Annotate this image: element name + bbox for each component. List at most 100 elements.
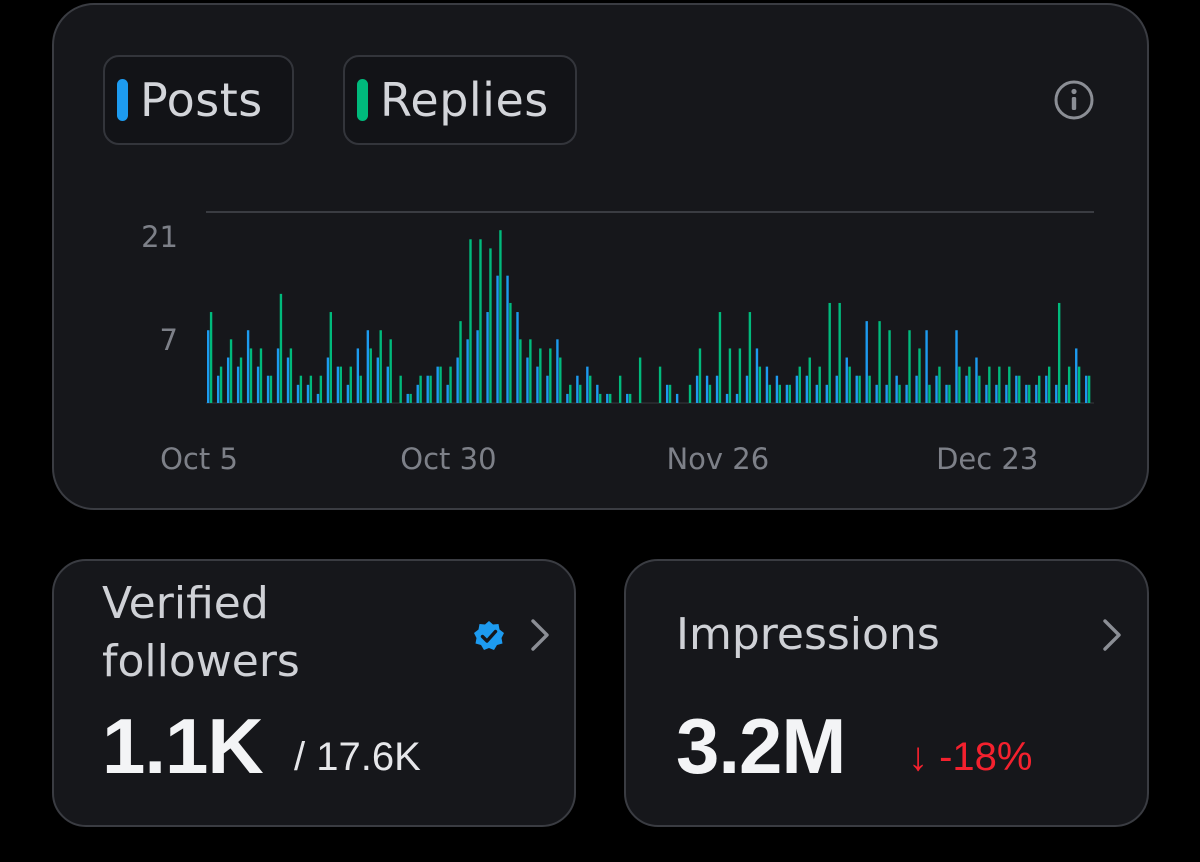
x-tick-label: Oct 30 [400,442,496,476]
reply-bar [399,375,402,403]
post-bar [466,339,469,403]
reply-bar [738,348,742,403]
reply-bar [609,393,612,403]
reply-bar [778,384,781,403]
reply-bar [359,375,362,403]
impressions-card[interactable]: Impressions 3.2M ↓ -18% [624,559,1149,827]
impressions-value: 3.2M [676,702,846,790]
post-bar [346,384,350,403]
post-bar [825,384,828,403]
reply-bar [668,384,672,403]
reply-bar [279,293,283,403]
post-bar [675,393,679,403]
reply-bar [818,366,821,403]
reply-bar [289,348,293,403]
post-bar [256,366,260,403]
post-bar [985,384,988,403]
reply-bar [329,312,333,403]
reply-bar [918,348,921,403]
post-bar [905,384,908,403]
post-bar [486,312,489,403]
reply-bar [618,375,622,403]
reply-bar [1008,366,1011,403]
reply-bar [429,375,432,403]
post-bar [865,321,868,403]
post-bar [286,357,290,403]
reply-bar [1028,384,1031,403]
impressions-title: Impressions [676,609,940,660]
post-bar [416,384,419,403]
reply-bar [688,384,692,403]
post-bar [665,384,669,403]
post-bar [765,366,769,403]
post-bar [376,357,380,403]
reply-bar [379,330,382,403]
reply-bar [978,375,981,403]
post-bar [626,393,629,403]
posts-replies-chart-card: Posts Replies 7 21 Oct 5 Oct 30 Nov 26 Dec 23 [52,3,1149,510]
post-bar [406,393,409,403]
reply-bar [968,366,971,403]
reply-bar [259,348,263,403]
reply-bar [499,230,502,403]
reply-bar [299,375,303,403]
reply-bar [209,312,213,403]
post-bar [496,275,499,403]
reply-bar [1087,375,1091,403]
post-bar [835,375,838,403]
reply-bar [489,248,492,403]
reply-bar [898,384,901,403]
post-bar [965,375,968,403]
reply-bar [569,384,572,403]
reply-bar [868,375,871,403]
reply-bar [539,348,542,403]
post-bar [745,375,749,403]
x-tick-label: Oct 5 [160,442,238,476]
reply-bar [628,393,632,403]
post-bar [586,366,589,403]
post-bar [276,348,280,403]
post-bar [356,348,360,403]
post-bar [1055,384,1058,403]
reply-bar [638,357,642,403]
info-icon[interactable] [1051,77,1097,123]
reply-bar [798,366,801,403]
post-bar [785,384,789,403]
post-bar [705,375,709,403]
post-bar [1075,348,1078,403]
post-bar [995,384,998,403]
post-bar [1065,384,1068,403]
reply-bar [439,366,442,403]
post-bar [536,366,539,403]
reply-bar [319,375,323,403]
verified-followers-value: 1.1K [102,702,264,790]
reply-bar [249,348,253,403]
post-bar [875,384,878,403]
reply-bar [389,339,392,403]
reply-bar [698,348,702,403]
post-bar [855,375,858,403]
reply-bar [409,393,412,403]
impressions-change-indicator: ↓ -18% [908,735,1033,779]
legend-posts-toggle[interactable]: Posts [103,55,294,145]
chevron-right-icon[interactable] [1100,617,1124,653]
reply-bar [708,384,712,403]
verified-followers-card[interactable]: Verified followers 1.1K / 17.6K [52,559,576,827]
post-bar [556,339,559,403]
reply-bar [589,375,592,403]
post-bar [935,375,938,403]
reply-bar [579,384,582,403]
reply-bar [958,366,961,403]
post-bar [426,375,429,403]
reply-bar [848,366,851,403]
post-bar [326,357,330,403]
verified-followers-title: Verified followers [102,578,300,687]
legend-replies-toggle[interactable]: Replies [343,55,577,145]
reply-bar [479,239,482,403]
x-tick-label: Dec 23 [936,442,1038,476]
post-bar [476,330,479,403]
post-bar [236,366,240,403]
reply-bar [229,339,233,403]
post-bar [1085,375,1088,403]
chevron-right-icon[interactable] [528,617,552,653]
